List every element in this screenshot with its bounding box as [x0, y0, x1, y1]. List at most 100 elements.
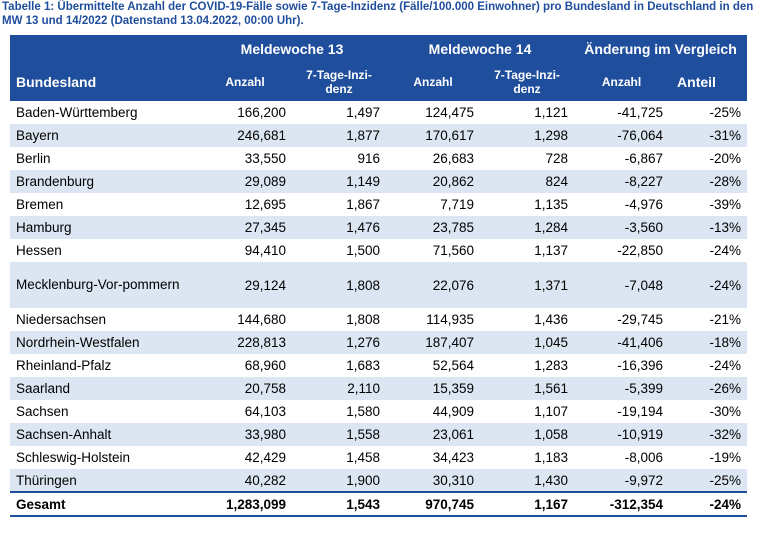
cell-inzidenz-14: 728: [545, 151, 569, 166]
cell-inzidenz-13: 1,276: [292, 331, 387, 354]
header-inzidenz-13: 7-Tage-Inzi-denz: [292, 63, 387, 101]
cell-total-anzahl-14: 970,745: [386, 491, 481, 517]
table-row: Brandenburg 29,089 1,149 20,862 824 -8,227 -28…: [10, 170, 748, 193]
header-empty: [10, 35, 198, 63]
cell-anzahl-14: 22,076: [386, 262, 481, 308]
header-anzahl-diff: Anzahl: [574, 63, 670, 101]
cell-inzidenz-14: 1,430: [480, 469, 575, 492]
cell-diff: -6,867: [624, 151, 664, 166]
cell-inzidenz-13: 1,458: [346, 450, 381, 465]
header-bundesland: Bundesland: [10, 63, 198, 101]
table-row: Schleswig-Holstein 42,429 1,458 34,423 1,183…: [10, 446, 747, 469]
cell-bundesland: Sachsen: [16, 404, 69, 419]
cell-inzidenz-13: 1,149: [292, 170, 387, 193]
table-row: Hessen 94,410 1,500 71,560 1,137 -22,850 -24%: [10, 239, 747, 262]
cell-total-inzidenz-13: 1,543: [292, 491, 387, 517]
cell-anzahl-13: 94,410: [244, 243, 286, 258]
cell-diff: -29,745: [617, 312, 664, 327]
cell-inzidenz-14: 1,137: [534, 243, 569, 258]
cell-inzidenz-14: 1,045: [480, 331, 575, 354]
cell-anteil: -24%: [709, 358, 742, 373]
cell-diff: -10,919: [574, 423, 670, 446]
table-row: Sachsen-Anhalt 33,980 1,558 23,061 1,058 -10,…: [10, 423, 748, 446]
cell-diff: -41,406: [574, 331, 670, 354]
cell-anteil: -26%: [669, 377, 748, 400]
table-row: Sachsen 64,103 1,580 44,909 1,107 -19,194 -30%: [10, 400, 747, 423]
cell-inzidenz-13: 1,900: [292, 469, 387, 492]
cell-inzidenz-13: 1,558: [292, 423, 387, 446]
cell-inzidenz-14: 1,121: [534, 105, 569, 120]
cell-gesamt: Gesamt: [10, 491, 198, 517]
cell-anzahl-14: 114,935: [426, 312, 475, 327]
header-inzidenz-14-l2: denz: [513, 82, 541, 96]
cell-inzidenz-14: 1,436: [534, 312, 569, 327]
header-meldewoche-14: Meldewoche 14: [386, 35, 575, 63]
cell-anzahl-13: 12,695: [244, 197, 286, 212]
cell-inzidenz-14: 1,107: [534, 404, 569, 419]
cell-anzahl-13: 64,103: [244, 404, 286, 419]
cell-diff: -8,227: [574, 170, 670, 193]
cell-bundesland: Hessen: [16, 243, 62, 258]
cell-bundesland: Bayern: [10, 124, 198, 147]
cell-anteil: -21%: [709, 312, 742, 327]
covid-table: Meldewoche 13 Meldewoche 14 Änderung im …: [10, 35, 748, 517]
cell-inzidenz-14: 1,284: [480, 216, 575, 239]
table-row: Baden-Württemberg 166,200 1,497 124,475 1,12…: [10, 101, 747, 124]
cell-bundesland: Nordrhein-Westfalen: [10, 331, 198, 354]
cell-bundesland: Sachsen-Anhalt: [10, 423, 198, 446]
table-row: Thüringen 40,282 1,900 30,310 1,430 -9,972 -25…: [10, 469, 748, 492]
cell-anteil: -24%: [669, 262, 748, 308]
header-inzidenz-13-l2: denz: [325, 82, 353, 96]
cell-bundesland: Thüringen: [10, 469, 198, 492]
cell-anzahl-13: 40,282: [198, 469, 292, 492]
cell-inzidenz-13: 1,580: [346, 404, 381, 419]
cell-anteil: -13%: [669, 216, 748, 239]
cell-anzahl-13: 33,550: [244, 151, 286, 166]
cell-anzahl-13: 68,960: [244, 358, 286, 373]
cell-anteil: -30%: [709, 404, 742, 419]
cell-inzidenz-13: 1,683: [346, 358, 381, 373]
cell-anteil: -31%: [669, 124, 748, 147]
header-inzidenz-14-l1: 7-Tage-Inzi-: [494, 68, 560, 82]
cell-inzidenz-14: 1,183: [534, 450, 569, 465]
cell-inzidenz-14: 1,298: [480, 124, 575, 147]
cell-anteil: -19%: [709, 450, 742, 465]
cell-bundesland: Mecklenburg-Vor-pommern: [10, 262, 198, 308]
cell-anzahl-13: 42,429: [244, 450, 286, 465]
cell-anteil: -18%: [669, 331, 748, 354]
cell-inzidenz-14: 1,561: [480, 377, 575, 400]
cell-anzahl-14: 71,560: [432, 243, 475, 258]
header-row-groups: Meldewoche 13 Meldewoche 14 Änderung im …: [10, 35, 748, 63]
cell-bundesland: Hamburg: [10, 216, 198, 239]
cell-anzahl-13: 27,345: [198, 216, 292, 239]
cell-inzidenz-14: 1,135: [534, 197, 569, 212]
cell-anzahl-14: 7,719: [440, 197, 475, 212]
header-anzahl-14: Anzahl: [386, 63, 481, 101]
cell-anzahl-14: 52,564: [432, 358, 475, 373]
cell-anzahl-13: 246,681: [198, 124, 292, 147]
cell-anteil: -39%: [709, 197, 742, 212]
cell-anzahl-14: 20,862: [386, 170, 481, 193]
cell-anzahl-13: 166,200: [237, 105, 286, 120]
header-meldewoche-13: Meldewoche 13: [198, 35, 387, 63]
table-caption: Tabelle 1: Übermittelte Anzahl der COVID…: [2, 1, 754, 27]
cell-inzidenz-13: 1,476: [292, 216, 387, 239]
cell-anteil: -25%: [709, 105, 742, 120]
cell-anzahl-14: 44,909: [432, 404, 475, 419]
cell-bundesland: Saarland: [10, 377, 198, 400]
cell-inzidenz-13: 2,110: [292, 377, 387, 400]
header-row-columns: Bundesland Anzahl 7-Tage-Inzi-denz Anzah…: [10, 63, 748, 101]
cell-inzidenz-13: 1,808: [346, 312, 381, 327]
header-inzidenz-13-l1: 7-Tage-Inzi-: [306, 68, 372, 82]
cell-inzidenz-14: 1,371: [480, 262, 575, 308]
cell-inzidenz-13: 916: [357, 151, 381, 166]
cell-bundesland: Rheinland-Pfalz: [16, 358, 112, 373]
table-row: Berlin 33,550 916 26,683 728 -6,867 -20%: [10, 147, 747, 170]
cell-inzidenz-14: 824: [480, 170, 575, 193]
cell-total-anteil: -24%: [669, 491, 748, 517]
cell-anteil: -20%: [709, 151, 742, 166]
cell-inzidenz-13: 1,877: [292, 124, 387, 147]
cell-bundesland: Berlin: [16, 151, 51, 166]
table-row: Bayern 246,681 1,877 170,617 1,298 -76,064 -31…: [10, 124, 748, 147]
cell-diff: -22,850: [617, 243, 664, 258]
